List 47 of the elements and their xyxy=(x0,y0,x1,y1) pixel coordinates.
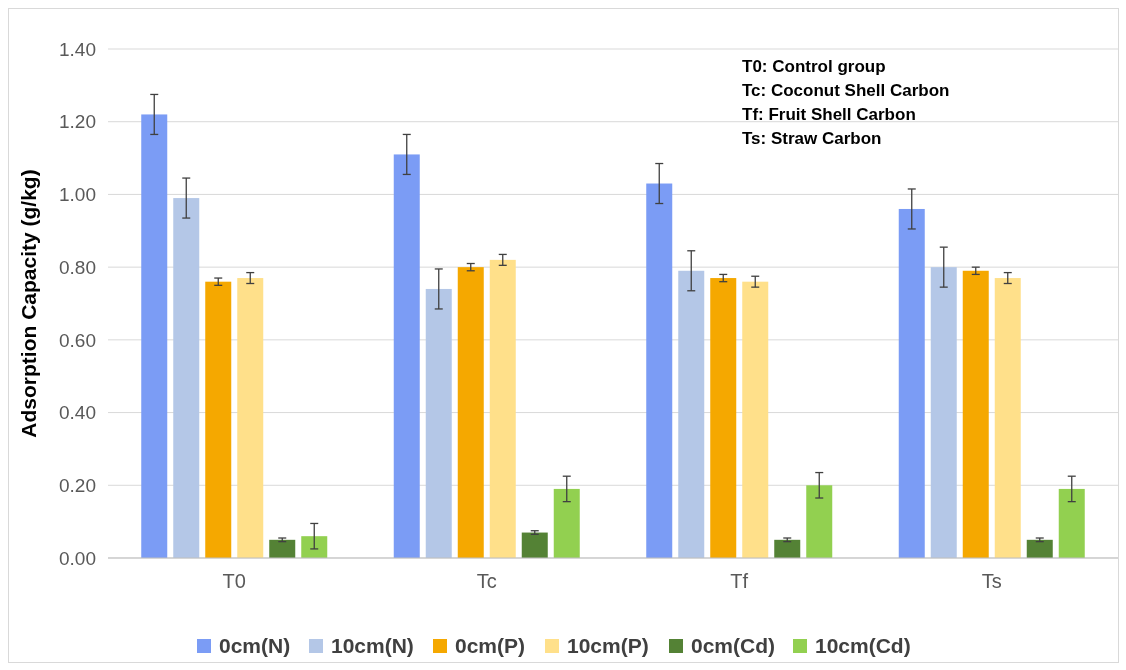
bar xyxy=(457,267,484,558)
x-tick-label: Tc xyxy=(476,570,497,592)
legend-label: 0cm(P) xyxy=(455,634,526,658)
x-tick-label: T0 xyxy=(222,570,246,592)
bar xyxy=(1026,539,1053,558)
bar xyxy=(173,198,200,558)
bar xyxy=(141,114,168,558)
bar xyxy=(301,536,328,558)
annotation: T0: Control group xyxy=(742,57,886,76)
y-tick-label: 1.40 xyxy=(59,38,96,60)
y-axis-title: Adsorption Capacity (g/kg) xyxy=(17,169,40,438)
bar xyxy=(898,208,925,558)
bar xyxy=(425,288,452,558)
bar xyxy=(269,539,296,558)
bar xyxy=(678,270,705,558)
bar xyxy=(806,485,833,558)
bar xyxy=(994,278,1021,558)
bar xyxy=(710,278,737,558)
y-tick-label: 1.20 xyxy=(59,111,96,133)
legend-label: 0cm(Cd) xyxy=(691,634,776,658)
y-tick-label: 0.60 xyxy=(59,329,96,351)
y-tick-label: 0.80 xyxy=(59,256,96,278)
bar xyxy=(553,488,580,558)
bar xyxy=(205,281,232,558)
bar xyxy=(521,532,548,558)
annotation: Tc: Coconut Shell Carbon xyxy=(742,81,950,100)
bar xyxy=(742,281,769,558)
bar xyxy=(930,267,957,558)
legend-label: 10cm(Cd) xyxy=(815,634,911,658)
y-tick-label: 0.20 xyxy=(59,474,96,496)
x-tick-label: Tf xyxy=(730,570,749,592)
legend-label: 0cm(N) xyxy=(219,634,291,658)
bar xyxy=(489,259,516,558)
bar xyxy=(962,270,989,558)
bar xyxy=(393,154,420,558)
y-tick-label: 1.00 xyxy=(59,184,96,206)
y-tick-label: 0.40 xyxy=(59,402,96,424)
annotation: Tf: Fruit Shell Carbon xyxy=(742,105,916,124)
legend-label: 10cm(P) xyxy=(567,634,649,658)
legend-label: 10cm(N) xyxy=(331,634,414,658)
annotation: Ts: Straw Carbon xyxy=(742,129,882,148)
x-tick-label: Ts xyxy=(981,570,1002,592)
bar xyxy=(237,278,264,558)
y-tick-label: 0.00 xyxy=(59,547,96,569)
bar xyxy=(774,539,801,558)
bar xyxy=(1058,488,1085,558)
bar xyxy=(646,183,673,558)
